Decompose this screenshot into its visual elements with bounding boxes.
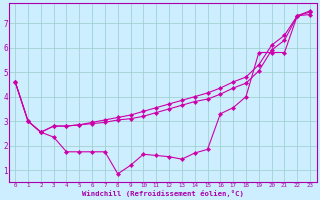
X-axis label: Windchill (Refroidissement éolien,°C): Windchill (Refroidissement éolien,°C) — [82, 190, 244, 197]
